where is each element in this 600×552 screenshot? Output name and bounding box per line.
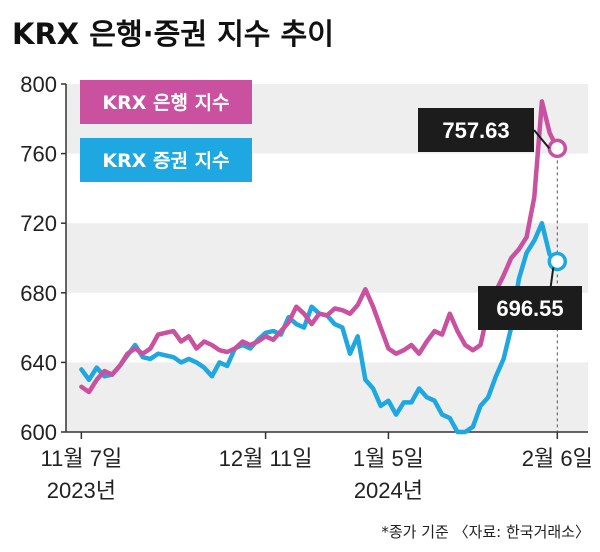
series-layer [79, 99, 568, 435]
y-tick-label: 680 [20, 281, 57, 306]
securities-end-marker [547, 251, 568, 272]
source-note: *종가 기준 〈자료: 한국거래소〉 [381, 523, 590, 541]
legend-label: KRX 은행 지수 [102, 92, 229, 114]
chart-title: KRX 은행·증권 지수 추이 [12, 17, 334, 51]
x-tick-label: 12월 11일 [219, 446, 313, 471]
bank-end-value: 757.63 [442, 118, 509, 143]
legend-label: KRX 증권 지수 [102, 150, 229, 172]
legend-item: KRX 증권 지수 [80, 138, 252, 182]
y-tick-label: 760 [20, 142, 57, 167]
legend-swatch [80, 80, 252, 124]
bank-end-marker [547, 138, 568, 159]
x-tick-year-label: 2024년 [354, 478, 423, 503]
y-tick-label: 600 [20, 420, 57, 445]
y-tick-label: 800 [20, 72, 57, 97]
grid-band [66, 362, 588, 432]
bank-index-line [79, 99, 560, 395]
legend: KRX 은행 지수 KRX 증권 지수 [80, 80, 252, 182]
callout-leader [533, 129, 551, 150]
y-axis: 600 640 680 720 760 800 [20, 72, 67, 445]
callout-box [418, 108, 534, 152]
x-tick-year-label: 2023년 [47, 478, 116, 503]
x-axis: 11월 7일 2023년 12월 11일 1월 5일 2024년 2월 6일 [41, 431, 593, 503]
legend-swatch [80, 138, 252, 182]
end-value-callouts: 757.63 696.55 [418, 108, 582, 330]
x-tick-label: 1월 5일 [353, 446, 424, 471]
y-tick-label: 720 [20, 211, 57, 236]
legend-item: KRX 은행 지수 [80, 80, 252, 124]
x-tick-label: 2월 6일 [522, 446, 593, 471]
securities-end-value: 696.55 [496, 296, 563, 321]
x-tick-label: 11월 7일 [41, 446, 123, 471]
callout-box [478, 286, 582, 330]
callout-leader [549, 267, 555, 287]
y-tick-label: 640 [20, 350, 57, 375]
